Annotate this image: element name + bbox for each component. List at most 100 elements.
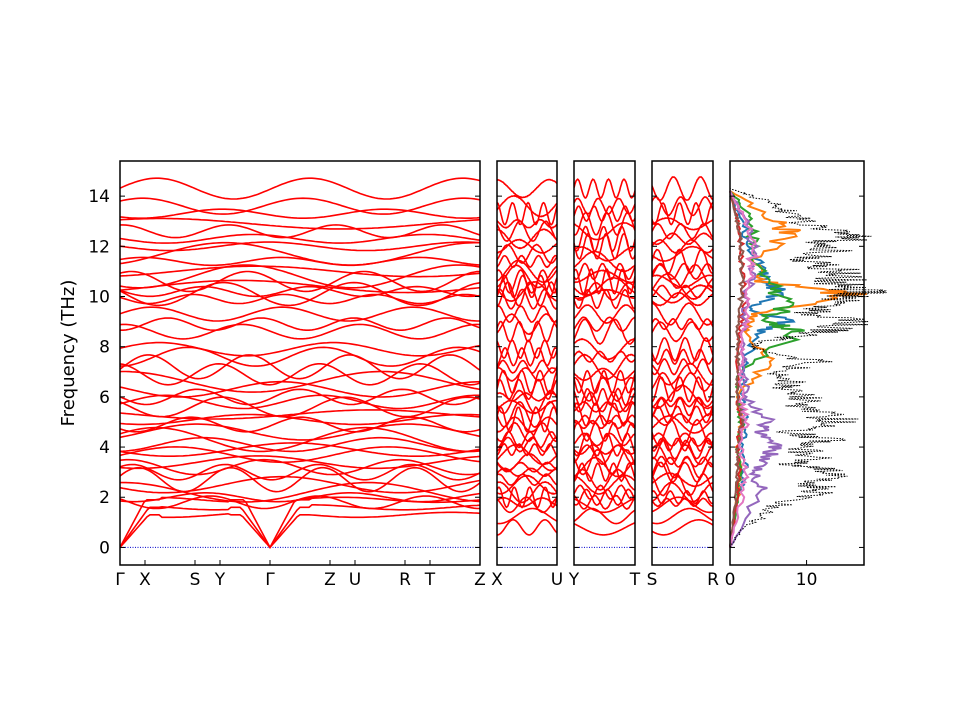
- band-line: [574, 391, 635, 413]
- band-line: [120, 492, 480, 503]
- band-line: [497, 201, 557, 226]
- band-line: [120, 504, 480, 549]
- band-line: [120, 370, 480, 393]
- band-line: [652, 396, 713, 408]
- band-line: [120, 217, 480, 230]
- band-line: [120, 279, 480, 294]
- band-line: [652, 519, 713, 536]
- band-line: [652, 405, 713, 424]
- band-line: [120, 177, 480, 200]
- band-line: [574, 281, 635, 301]
- band-line: [574, 444, 635, 456]
- band-line: [574, 444, 635, 466]
- k-point-label: R: [399, 570, 411, 590]
- partial-dos-line: [729, 190, 746, 548]
- band-line: [574, 197, 635, 215]
- band-line: [497, 218, 557, 229]
- y-tick-label: 2: [99, 488, 110, 508]
- band-line: [574, 400, 635, 414]
- band-line: [120, 346, 480, 367]
- band-line: [120, 426, 480, 453]
- band-line: [120, 197, 480, 215]
- band-line: [497, 259, 557, 284]
- band-line: [574, 318, 635, 346]
- dos-x-tick-label: 10: [796, 570, 818, 590]
- band-line: [497, 313, 557, 336]
- band-line: [652, 432, 713, 447]
- band-line: [574, 350, 635, 363]
- band-line: [120, 388, 480, 406]
- band-line: [497, 473, 557, 487]
- k-point-label: S: [190, 570, 201, 590]
- band-panel-frame: [651, 160, 714, 566]
- band-line: [120, 341, 480, 357]
- band-line: [652, 320, 713, 343]
- band-line: [497, 452, 557, 472]
- band-line: [574, 522, 635, 536]
- band-line: [652, 489, 713, 505]
- band-line: [652, 176, 713, 202]
- band-line: [652, 358, 713, 376]
- band-line: [652, 262, 713, 280]
- band-line: [120, 233, 480, 244]
- k-point-label: T: [629, 570, 641, 590]
- band-line: [120, 463, 480, 481]
- band-line: [120, 458, 480, 476]
- band-line: [497, 507, 557, 525]
- band-line: [120, 241, 480, 252]
- k-point-label: Γ: [265, 570, 275, 590]
- band-panel-frame: [496, 160, 558, 566]
- band-line: [574, 221, 635, 241]
- band-line: [120, 293, 480, 305]
- band-line: [652, 201, 713, 226]
- band-line: [652, 507, 713, 525]
- band-line: [574, 507, 635, 525]
- band-line: [574, 269, 635, 284]
- y-tick-label: 4: [99, 438, 110, 458]
- band-line: [574, 262, 635, 281]
- band-line: [652, 195, 713, 217]
- band-line: [497, 264, 557, 289]
- band-line: [120, 208, 480, 219]
- band-line: [652, 274, 713, 289]
- y-tick-label: 12: [88, 237, 110, 257]
- band-line: [497, 442, 557, 457]
- total-dos-line: [729, 188, 887, 548]
- band-line: [574, 337, 635, 361]
- band-line: [574, 304, 635, 324]
- y-tick-label: 10: [88, 288, 110, 308]
- band-line: [574, 276, 635, 297]
- band-line: [652, 284, 713, 304]
- k-point-label: U: [349, 570, 361, 590]
- k-point-label: X: [491, 570, 503, 590]
- band-line: [497, 228, 557, 250]
- band-line: [120, 446, 480, 464]
- dos-panel-frame: [729, 160, 865, 566]
- band-line: [574, 369, 635, 394]
- k-point-label: Z: [324, 570, 336, 590]
- band-line: [120, 323, 480, 340]
- band-line: [574, 432, 635, 447]
- y-axis-label: Frequency (THz): [58, 280, 79, 427]
- y-tick-label: 8: [99, 338, 110, 358]
- band-line: [497, 243, 557, 265]
- y-tick-label: 14: [88, 187, 110, 207]
- band-line: [497, 178, 557, 199]
- band-line: [120, 241, 480, 266]
- band-line: [497, 220, 557, 243]
- band-line: [652, 414, 713, 434]
- band-line: [574, 456, 635, 478]
- k-point-label: Γ: [115, 570, 125, 590]
- band-line: [497, 436, 557, 453]
- band-line: [497, 480, 557, 504]
- band-line: [497, 366, 557, 382]
- band-line: [652, 456, 713, 468]
- band-line: [120, 362, 480, 386]
- band-line: [574, 402, 635, 427]
- y-tick-label: 0: [99, 538, 110, 558]
- k-point-label: Y: [214, 570, 226, 590]
- band-line: [497, 369, 557, 395]
- band-line: [120, 423, 480, 441]
- band-line: [497, 389, 557, 415]
